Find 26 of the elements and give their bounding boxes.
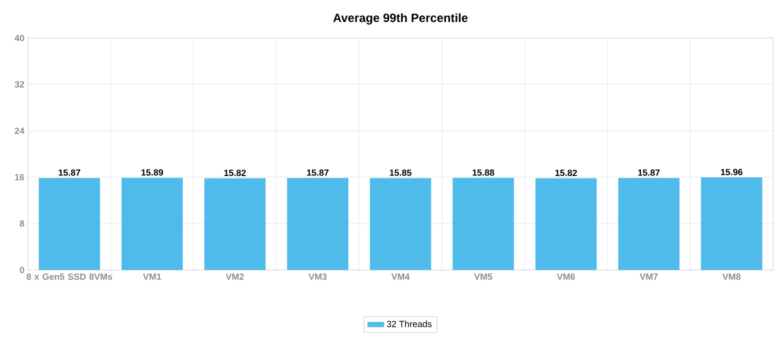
x-tick-label: VM6 bbox=[556, 274, 575, 280]
x-tick-label: VM1 bbox=[143, 274, 162, 280]
data-label: 15.85 bbox=[390, 170, 412, 176]
y-tick-label: 16 bbox=[15, 174, 24, 180]
chart-title: Average 99th Percentile bbox=[333, 13, 468, 25]
legend-label: 32 Threads bbox=[386, 320, 432, 328]
data-label: 15.82 bbox=[224, 170, 246, 176]
data-label: 15.89 bbox=[142, 169, 164, 176]
x-tick-label: VM3 bbox=[308, 274, 327, 280]
data-label: 15.87 bbox=[307, 169, 329, 176]
x-tick-label: VM8 bbox=[722, 274, 741, 280]
y-tick-label: 8 bbox=[20, 220, 24, 227]
data-label: 15.96 bbox=[720, 168, 743, 176]
y-tick-label: 0 bbox=[20, 266, 24, 274]
y-tick-label: 40 bbox=[14, 34, 24, 42]
data-label: 15.87 bbox=[638, 169, 660, 176]
x-tick-label: VM4 bbox=[391, 274, 410, 280]
y-tick-label: 24 bbox=[14, 128, 24, 134]
data-label: 15.88 bbox=[472, 169, 494, 176]
x-tick-label: VM5 bbox=[474, 274, 492, 280]
data-label: 15.87 bbox=[58, 169, 80, 176]
y-tick-label: 32 bbox=[14, 81, 24, 88]
x-tick-label: VM2 bbox=[226, 274, 244, 280]
x-tick-label: VM7 bbox=[640, 274, 658, 280]
data-label: 15.82 bbox=[555, 170, 577, 176]
x-tick-label: 8 x Gen5 SSD 8VMs bbox=[26, 274, 112, 280]
